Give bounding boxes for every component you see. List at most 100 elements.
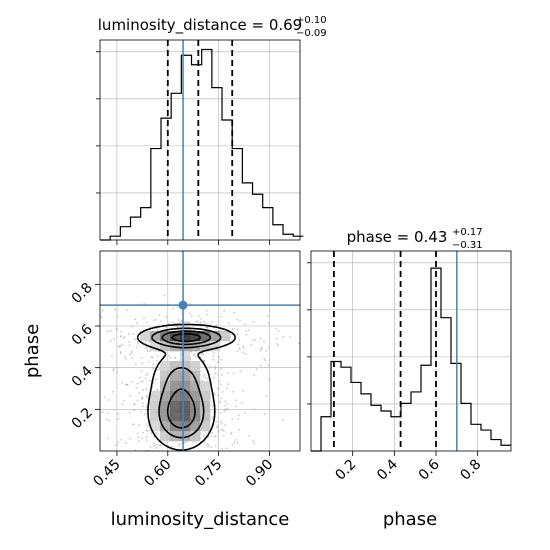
- scatter-point: [207, 436, 210, 438]
- scatter-point: [201, 352, 204, 355]
- scatter-point: [142, 431, 145, 434]
- scatter-point: [223, 410, 225, 413]
- scatter-point: [222, 434, 225, 437]
- ld-x-tick-label: 0.60: [141, 457, 174, 490]
- scatter-point: [189, 312, 192, 315]
- density-cell: [220, 331, 231, 342]
- scatter-point: [259, 364, 262, 367]
- scatter-panel: 0.45 0.60 0.75 0.90 0.2 0.4 0.6 0.8: [69, 250, 301, 490]
- scatter-point: [149, 379, 152, 382]
- scatter-point: [210, 321, 213, 323]
- density-cell: [170, 381, 181, 392]
- scatter-point: [149, 446, 152, 448]
- scatter-point: [168, 355, 171, 357]
- scatter-point: [145, 409, 148, 411]
- scatter-point: [109, 339, 112, 342]
- scatter-point: [138, 376, 141, 379]
- scatter-point: [123, 335, 126, 338]
- scatter-point: [130, 357, 133, 360]
- scatter-point: [136, 322, 139, 325]
- scatter-point: [206, 378, 209, 381]
- scatter-point: [105, 330, 108, 333]
- scatter-point: [253, 408, 256, 411]
- scatter-point: [130, 325, 133, 328]
- density-cell: [160, 401, 171, 412]
- scatter-point: [203, 359, 206, 362]
- scatter-point: [233, 441, 236, 444]
- scatter-point: [153, 442, 155, 445]
- scatter-point: [232, 372, 235, 375]
- density-cell: [190, 381, 201, 392]
- scatter-point: [145, 394, 148, 397]
- scatter-point: [203, 373, 206, 376]
- scatter-point: [133, 403, 136, 406]
- scatter-point: [206, 326, 209, 329]
- scatter-point: [216, 426, 218, 429]
- scatter-point: [238, 414, 240, 417]
- scatter-point: [265, 350, 268, 352]
- scatter-point: [146, 439, 148, 442]
- density-cell: [160, 331, 171, 342]
- scatter-point: [156, 329, 159, 331]
- scatter-point: [120, 438, 122, 441]
- scatter-point: [136, 432, 139, 435]
- scatter-point: [145, 374, 148, 377]
- density-cell: [180, 411, 191, 422]
- scatter-point: [237, 417, 240, 420]
- scatter-point: [115, 327, 118, 330]
- scatter-point: [223, 404, 226, 407]
- scatter-point: [235, 405, 237, 408]
- scatter-point: [134, 363, 137, 366]
- density-cell: [200, 421, 211, 432]
- scatter-point: [140, 356, 143, 359]
- scatter-point: [199, 321, 202, 324]
- density-cell: [200, 331, 211, 342]
- density-cell: [190, 341, 201, 352]
- scatter-point: [128, 344, 131, 347]
- scatter-point: [278, 330, 280, 332]
- scatter-point: [231, 418, 234, 420]
- scatter-point: [289, 336, 291, 338]
- scatter-point: [219, 400, 222, 403]
- scatter-point: [206, 309, 208, 312]
- density-cell: [140, 331, 151, 342]
- scatter-point: [129, 353, 131, 356]
- scatter-point: [238, 428, 240, 431]
- density-cell: [170, 371, 181, 382]
- scatter-point: [146, 350, 149, 352]
- scatter-point: [196, 320, 199, 322]
- density-cell: [180, 361, 191, 372]
- scatter-point: [134, 318, 137, 321]
- phase-hist-panel: 0.2 0.4 0.6 0.8: [307, 250, 512, 484]
- scatter-point: [189, 303, 191, 305]
- density-cell: [150, 391, 161, 402]
- scatter-point: [214, 393, 216, 396]
- scatter-point: [101, 309, 104, 312]
- phase-title-minus: −0.31: [452, 240, 483, 251]
- scatter-point: [220, 429, 222, 431]
- scatter-point: [132, 423, 135, 426]
- scatter-point: [145, 388, 148, 390]
- scatter-point: [214, 365, 216, 368]
- scatter-point: [236, 350, 239, 353]
- scatter-point: [145, 396, 148, 398]
- scatter-point: [236, 333, 239, 336]
- scatter-point: [217, 361, 219, 363]
- density-cell: [160, 371, 171, 382]
- scatter-point: [219, 383, 222, 385]
- scatter-point: [221, 390, 224, 393]
- scatter-point: [158, 444, 160, 447]
- scatter-point: [132, 333, 135, 335]
- scatter-point: [267, 322, 270, 325]
- scatter-point: [233, 311, 236, 314]
- scatter-point: [248, 434, 251, 437]
- density-cell: [160, 341, 171, 352]
- scatter-point: [165, 326, 167, 329]
- scatter-point: [184, 440, 187, 443]
- density-cell: [190, 391, 201, 402]
- scatter-point: [157, 432, 159, 435]
- density-cell: [190, 431, 201, 442]
- density-cell: [180, 381, 191, 392]
- scatter-point: [207, 445, 209, 448]
- scatter-point: [216, 425, 219, 427]
